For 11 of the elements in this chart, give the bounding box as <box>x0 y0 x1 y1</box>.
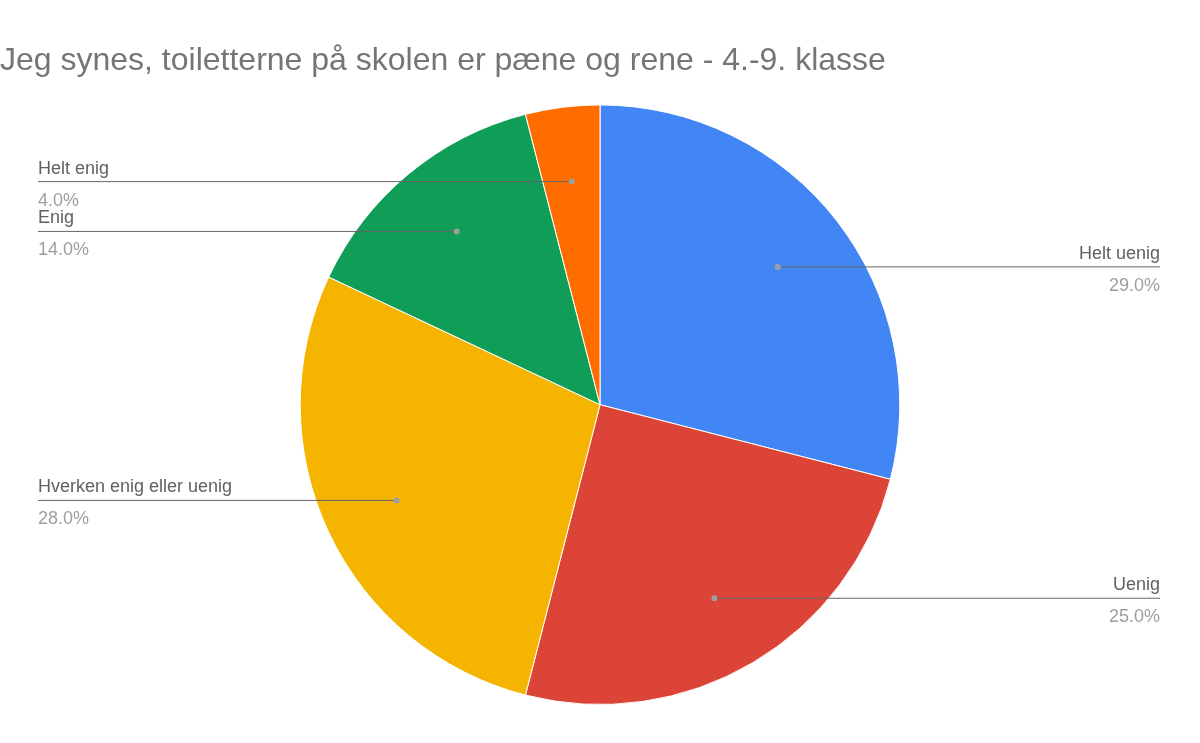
data-label: 4.0% <box>38 189 80 210</box>
slice-label: Enig <box>38 207 75 228</box>
slice-label: Hverken enig eller uenig <box>38 476 233 497</box>
slice-label: Helt uenig <box>1078 242 1160 263</box>
data-label: 29.0% <box>1108 274 1160 295</box>
data-label: 25.0% <box>1108 606 1160 627</box>
data-label: 14.0% <box>38 239 90 260</box>
slice-label: Uenig <box>1112 574 1160 595</box>
slice-label: Helt enig <box>38 157 110 178</box>
chart-title: Jeg synes, toiletterne på skolen er pæne og rene - 4.-9. klasse <box>0 41 886 78</box>
data-label: 28.0% <box>38 508 90 529</box>
